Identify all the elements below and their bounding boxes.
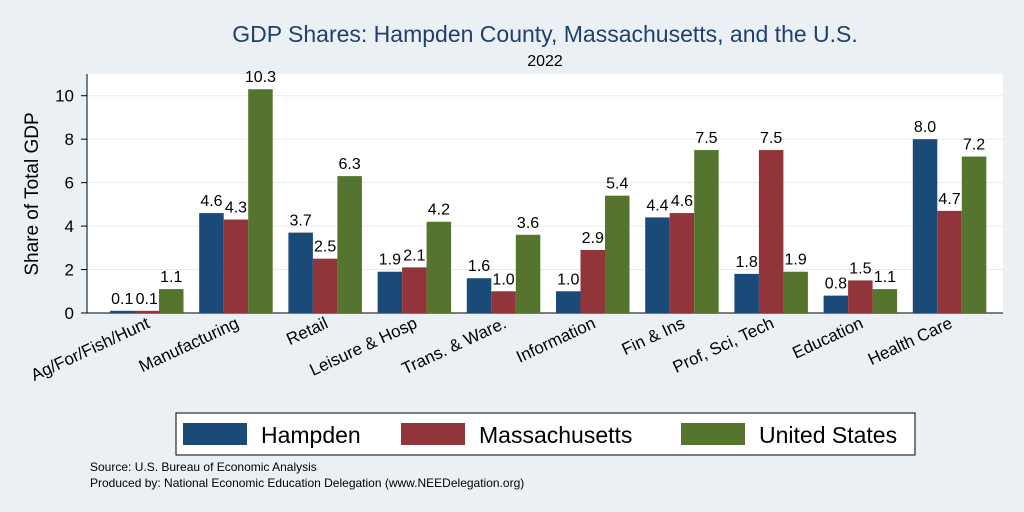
x-tick-label: Ag/For/Fish/Hunt <box>28 313 153 385</box>
x-tick-label: Fin & Ins <box>619 313 688 359</box>
legend-swatch <box>401 423 465 445</box>
data-label: 0.8 <box>825 276 847 293</box>
data-label: 3.6 <box>517 215 539 232</box>
bar <box>823 295 849 313</box>
data-label: 4.4 <box>646 197 668 214</box>
bar <box>758 150 784 313</box>
data-label: 4.6 <box>671 193 693 210</box>
bar <box>937 210 962 313</box>
bar <box>159 289 184 313</box>
y-tick-label: 4 <box>65 217 74 236</box>
data-label: 6.3 <box>339 156 361 173</box>
data-label: 2.9 <box>582 230 604 247</box>
legend-label: United States <box>759 422 897 448</box>
data-label: 1.6 <box>468 258 490 275</box>
bar <box>110 310 135 313</box>
data-label: 4.6 <box>200 193 222 210</box>
legend-swatch <box>681 423 745 445</box>
bar <box>491 291 516 313</box>
y-axis-label: Share of Total GDP <box>22 112 43 275</box>
data-label: 5.4 <box>606 176 628 193</box>
data-label: 1.0 <box>492 271 514 288</box>
bar <box>515 234 541 313</box>
y-tick-label: 0 <box>65 304 74 323</box>
bar <box>605 195 630 313</box>
data-label: 1.8 <box>736 254 758 271</box>
data-label: 7.5 <box>695 130 717 147</box>
data-label: 3.7 <box>290 213 312 230</box>
bar <box>912 139 938 313</box>
data-label: 2.1 <box>403 247 425 264</box>
bar <box>556 291 581 313</box>
legend-box <box>175 412 916 456</box>
legend: Hampden Massachusetts United States <box>175 412 916 456</box>
data-label: 2.5 <box>314 239 336 256</box>
x-tick-label: Prof, Sci, Tech <box>670 313 777 376</box>
legend-label: Massachusetts <box>479 422 632 448</box>
bar <box>783 271 808 313</box>
bar <box>848 280 873 313</box>
bar <box>961 156 987 313</box>
bar <box>580 249 605 313</box>
data-label: 1.9 <box>785 252 807 269</box>
data-label: 1.0 <box>557 271 579 288</box>
bar <box>377 271 403 313</box>
x-tick-label: Education <box>789 313 866 362</box>
y-tick-label: 6 <box>65 174 74 193</box>
data-label: 10.3 <box>245 69 276 86</box>
bar <box>466 278 492 313</box>
bar <box>734 273 759 313</box>
x-tick-label: Health Care <box>865 313 955 369</box>
produced-by-note: Produced by: National Economic Education… <box>90 476 524 490</box>
bar <box>312 258 338 313</box>
data-label: 4.2 <box>428 202 450 219</box>
y-tick-label: 8 <box>65 130 74 149</box>
y-tick-label: 2 <box>65 261 74 280</box>
data-label: 8.0 <box>914 119 936 136</box>
bar <box>134 310 159 313</box>
x-tick-label: Retail <box>283 313 330 349</box>
bar <box>288 232 313 313</box>
chart-title: GDP Shares: Hampden County, Massachusett… <box>232 21 858 47</box>
bar <box>426 221 452 313</box>
data-label: 4.3 <box>225 200 247 217</box>
y-tick-label: 10 <box>55 87 74 106</box>
data-label: 1.5 <box>849 260 871 277</box>
bar <box>223 219 249 313</box>
chart-subtitle: 2022 <box>527 53 563 70</box>
data-label: 1.1 <box>874 269 896 286</box>
data-label: 1.9 <box>379 252 401 269</box>
data-label: 1.1 <box>160 269 182 286</box>
legend-swatch <box>183 423 247 445</box>
bar <box>645 217 670 313</box>
bar <box>872 289 898 313</box>
bar <box>248 89 273 313</box>
bar <box>402 267 427 313</box>
data-label: 7.5 <box>760 130 782 147</box>
source-note: Source: U.S. Bureau of Economic Analysis <box>90 460 317 474</box>
bar <box>694 150 719 313</box>
legend-label: Hampden <box>261 422 361 448</box>
data-label: 7.2 <box>963 137 985 154</box>
bar <box>199 213 224 313</box>
bar <box>337 176 362 313</box>
bar <box>669 213 695 313</box>
data-label: 0.1 <box>111 291 133 308</box>
x-tick-label: Manufacturing <box>136 313 242 376</box>
data-label: 0.1 <box>136 291 158 308</box>
data-label: 4.7 <box>938 191 960 208</box>
x-tick-label: Information <box>513 313 598 366</box>
